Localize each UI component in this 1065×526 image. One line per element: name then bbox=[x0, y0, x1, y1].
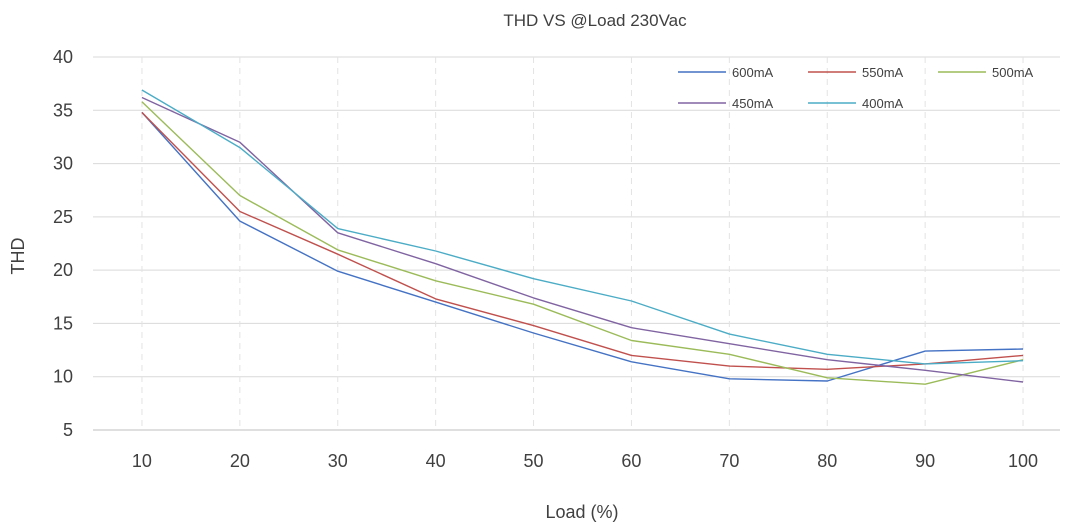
y-tick-label: 5 bbox=[63, 420, 73, 440]
series-line-450mA bbox=[141, 96, 1024, 383]
series-line-550mA bbox=[141, 111, 1024, 370]
y-axis-ticks: 5 10 15 20 25 30 35 40 bbox=[53, 47, 73, 440]
y-tick-label: 30 bbox=[53, 154, 73, 174]
legend-label: 500mA bbox=[992, 65, 1034, 80]
x-tick-label: 80 bbox=[817, 451, 837, 471]
series-line-500mA bbox=[141, 101, 1024, 385]
x-tick-label: 100 bbox=[1008, 451, 1038, 471]
chart-title: THD VS @Load 230Vac bbox=[503, 11, 687, 30]
x-tick-label: 90 bbox=[915, 451, 935, 471]
legend-label: 550mA bbox=[862, 65, 904, 80]
grid bbox=[93, 56, 1060, 431]
y-tick-label: 25 bbox=[53, 207, 73, 227]
legend-label: 400mA bbox=[862, 96, 904, 111]
x-tick-label: 10 bbox=[132, 451, 152, 471]
y-tick-label: 40 bbox=[53, 47, 73, 67]
legend: 600mA 550mA 500mA 450mA 400mA bbox=[678, 65, 1034, 111]
x-tick-label: 30 bbox=[328, 451, 348, 471]
y-axis-label: THD bbox=[8, 238, 28, 275]
x-axis-label: Load (%) bbox=[545, 502, 618, 522]
x-tick-label: 20 bbox=[230, 451, 250, 471]
x-tick-label: 60 bbox=[621, 451, 641, 471]
y-tick-label: 35 bbox=[53, 100, 73, 120]
y-tick-label: 15 bbox=[53, 313, 73, 333]
x-axis-ticks: 10 20 30 40 50 60 70 80 90 100 bbox=[132, 451, 1038, 471]
y-tick-label: 20 bbox=[53, 260, 73, 280]
y-tick-label: 10 bbox=[53, 367, 73, 387]
series-lines bbox=[141, 89, 1024, 385]
x-tick-label: 40 bbox=[426, 451, 446, 471]
series-line-400mA bbox=[141, 89, 1024, 365]
x-tick-label: 50 bbox=[524, 451, 544, 471]
legend-label: 450mA bbox=[732, 96, 774, 111]
x-tick-label: 70 bbox=[719, 451, 739, 471]
legend-label: 600mA bbox=[732, 65, 774, 80]
